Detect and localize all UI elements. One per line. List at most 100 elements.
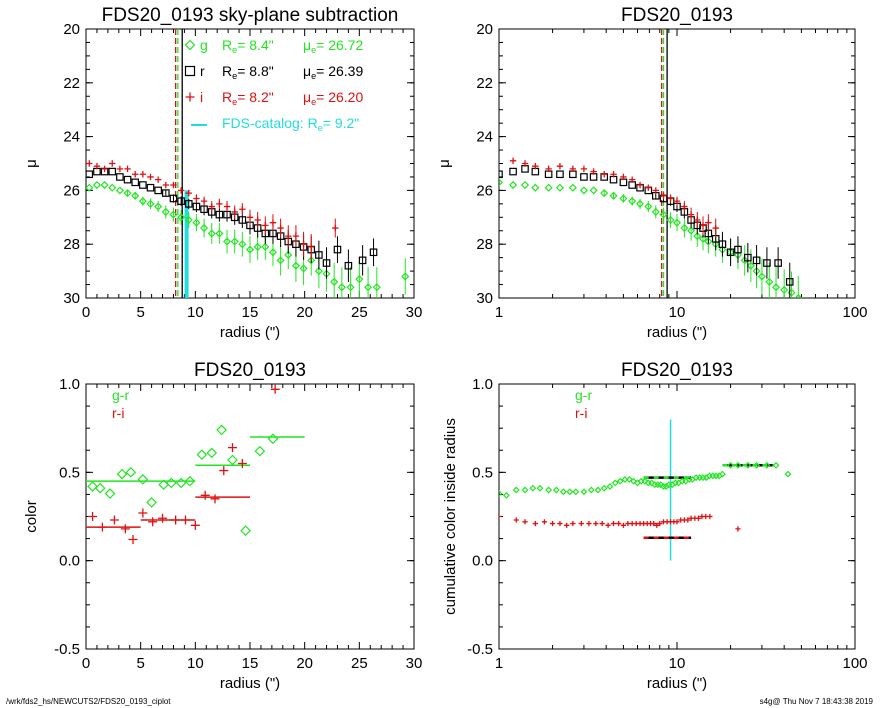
data-point-g — [544, 183, 553, 192]
data-point-g — [192, 218, 201, 227]
data-point-i — [694, 216, 701, 224]
data-point-g — [740, 256, 749, 265]
data-point-g — [579, 186, 588, 195]
data-point-g — [704, 237, 713, 246]
data-point-i — [620, 173, 627, 181]
data-point-g — [307, 256, 316, 265]
data-point-r-i — [219, 466, 229, 476]
legend-re-r: Re= 8.8" — [222, 63, 274, 81]
x-tick-label: 0 — [82, 304, 90, 321]
data-point-i — [200, 197, 208, 205]
data-point-r — [763, 259, 771, 267]
legend-g-r: g-r — [112, 387, 129, 403]
data-point-r-i — [654, 522, 660, 528]
data-point-g-r — [536, 484, 544, 492]
data-point-i — [185, 189, 192, 197]
data-point-g — [161, 207, 170, 216]
data-point-g — [698, 234, 708, 243]
data-point-g — [619, 194, 628, 203]
data-point-r-i — [200, 490, 210, 500]
y-tick-label: 0.5 — [472, 464, 493, 481]
data-point-i — [673, 197, 681, 205]
data-layer — [86, 29, 410, 298]
y-tick-label: 22 — [63, 75, 80, 92]
data-point-i — [262, 222, 269, 229]
data-point-r — [322, 259, 331, 267]
data-point-i — [580, 165, 588, 173]
data-point-r — [139, 181, 147, 189]
x-tick-label: 10 — [187, 655, 204, 672]
data-point-i — [139, 171, 147, 178]
data-point-r — [184, 200, 193, 208]
data-point-g-r — [146, 497, 157, 508]
data-point-g-r — [545, 486, 553, 494]
chart-title: FDS20_0193 — [621, 5, 733, 26]
data-point-r — [744, 253, 752, 262]
legend-marker-r — [184, 65, 196, 77]
data-point-r — [162, 189, 170, 197]
data-point-g — [154, 202, 163, 211]
x-tick-label: 25 — [351, 655, 368, 672]
data-point-g-r — [94, 482, 106, 494]
x-tick-label: 0 — [82, 655, 90, 672]
legend-re-g: Re= 8.4" — [222, 37, 274, 55]
x-tick-label: 10 — [669, 304, 686, 321]
x-tick-label: 1 — [495, 304, 503, 321]
data-point-g — [291, 261, 300, 270]
data-point-g-r — [594, 486, 602, 494]
y-tick-label: 30 — [63, 290, 80, 307]
data-point-g — [346, 283, 355, 292]
data-point-r-i — [549, 520, 556, 527]
data-point-i — [170, 181, 177, 189]
data-point-r-i — [593, 520, 599, 527]
data-point-r-i — [616, 520, 622, 527]
data-point-g-r — [104, 488, 116, 499]
y-tick-label: 24 — [63, 129, 80, 146]
data-point-g — [355, 275, 364, 284]
chart-title: FDS20_0193 sky-plane subtraction — [102, 5, 399, 26]
data-point-i — [147, 173, 154, 181]
data-layer — [86, 384, 305, 544]
data-point-g-r — [572, 488, 580, 496]
data-point-g — [771, 283, 781, 292]
plot-frame — [498, 28, 856, 299]
y-tick-label: 28 — [63, 236, 80, 253]
data-point-i — [254, 216, 261, 224]
data-point-g — [131, 191, 140, 200]
data-point-g — [238, 240, 247, 249]
data-point-g — [108, 183, 117, 192]
y-tick-label: 0.0 — [472, 553, 493, 570]
data-point-g — [86, 183, 94, 192]
data-point-g — [200, 224, 209, 233]
data-point-g-r — [267, 433, 279, 445]
data-point-g — [230, 237, 239, 246]
data-point-g-r — [763, 461, 771, 469]
data-point-g-r — [499, 490, 503, 497]
data-point-r — [718, 240, 727, 249]
data-point-g — [215, 229, 224, 238]
data-point-r — [146, 183, 155, 192]
data-point-r — [509, 167, 517, 176]
data-point-g — [177, 213, 186, 222]
data-point-g — [635, 199, 645, 208]
data-point-i — [208, 203, 215, 210]
x-axis-label: radius (") — [647, 675, 707, 692]
legend-band-g: g — [200, 37, 208, 53]
data-point-i — [101, 165, 108, 173]
data-point-g — [184, 215, 193, 225]
data-point-r-i — [180, 515, 190, 525]
data-point-g — [364, 283, 373, 292]
data-point-r-i — [522, 519, 528, 525]
data-point-g — [757, 272, 766, 281]
data-point-g-r — [718, 470, 726, 478]
data-point-r-i — [138, 508, 148, 518]
x-tick-label: 15 — [242, 655, 259, 672]
data-point-g — [568, 183, 577, 192]
y-tick-label: 0.5 — [59, 464, 80, 481]
x-axis-label: radius (") — [220, 324, 280, 341]
x-tick-label: 10 — [669, 655, 686, 672]
data-point-g — [651, 207, 660, 216]
data-point-i — [162, 181, 170, 189]
data-point-r — [238, 216, 247, 224]
data-point-r — [154, 186, 162, 195]
